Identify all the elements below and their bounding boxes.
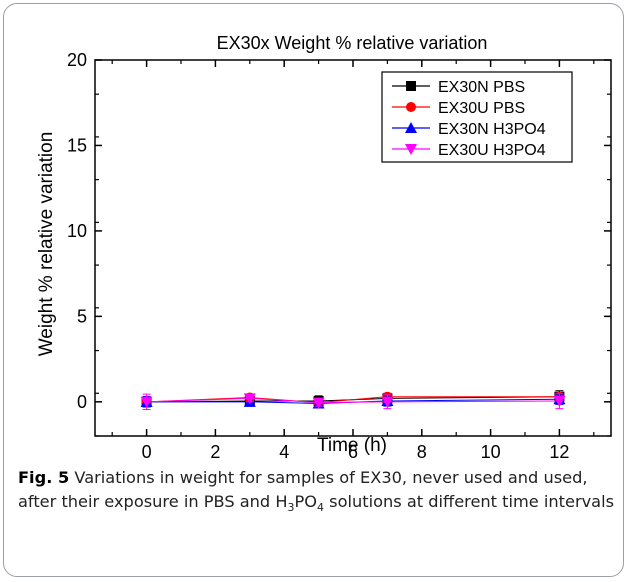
legend-label: EX30U H3PO4 bbox=[438, 142, 546, 159]
x-tick-label: 0 bbox=[142, 442, 152, 462]
y-tick-label: 0 bbox=[77, 392, 87, 412]
x-axis-label: Time (h) bbox=[317, 435, 387, 456]
y-tick-label: 20 bbox=[67, 50, 87, 70]
legend-label: EX30N PBS bbox=[438, 79, 525, 96]
data-point bbox=[312, 397, 325, 409]
y-tick-label: 15 bbox=[67, 135, 87, 155]
line-chart: EX30x Weight % relative variation Weight… bbox=[36, 33, 612, 462]
legend-marker bbox=[406, 81, 416, 91]
data-point bbox=[140, 396, 153, 408]
caption-text-1: Variations in weight for samples of EX30… bbox=[18, 468, 588, 511]
caption-text-2: PO bbox=[294, 492, 318, 511]
series-ex30u-h3po4 bbox=[140, 392, 566, 411]
caption-subscript-4: 4 bbox=[317, 501, 325, 515]
figure-label: Fig. 5 bbox=[18, 468, 70, 487]
y-tick-label: 5 bbox=[77, 306, 87, 326]
legend-marker bbox=[405, 144, 417, 155]
legend-marker bbox=[405, 122, 417, 133]
data-point bbox=[553, 395, 566, 407]
legend-marker bbox=[406, 102, 416, 112]
x-tick-label: 12 bbox=[549, 442, 569, 462]
legend: EX30N PBS EX30U PBS EX30N H3PO4 EX30U H3PO4 bbox=[381, 71, 573, 163]
y-tick-label: 10 bbox=[67, 221, 87, 241]
caption-text-3: solutions at different time intervals bbox=[324, 492, 615, 511]
y-axis-label: Weight % relative variation bbox=[36, 132, 57, 357]
x-tick-label: 4 bbox=[279, 442, 289, 462]
legend-label: EX30U PBS bbox=[438, 100, 525, 117]
figure-caption: Fig. 5 Variations in weight for samples … bbox=[18, 466, 618, 514]
chart-title: EX30x Weight % relative variation bbox=[217, 33, 488, 53]
data-point bbox=[243, 393, 256, 405]
legend-label: EX30N H3PO4 bbox=[438, 121, 546, 138]
caption-subscript-3: 3 bbox=[287, 501, 295, 515]
x-tick-label: 8 bbox=[417, 442, 427, 462]
x-tick-label: 6 bbox=[348, 442, 358, 462]
series-ex30n-pbs bbox=[141, 390, 565, 408]
x-tick-label: 2 bbox=[210, 442, 220, 462]
data-point bbox=[381, 396, 394, 408]
chart-container: EX30x Weight % relative variation Weight… bbox=[36, 33, 612, 462]
x-tick-label: 10 bbox=[481, 442, 501, 462]
